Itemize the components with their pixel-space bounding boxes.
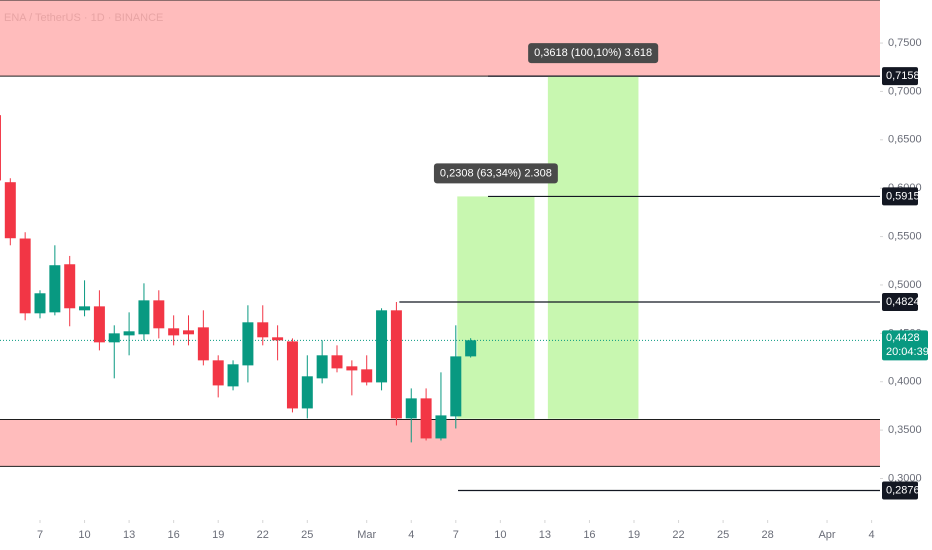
y-tick-label: 0,6500 — [888, 134, 922, 146]
candle-body — [420, 398, 432, 439]
candle-body — [390, 310, 402, 419]
candle-body — [79, 306, 91, 311]
level-label-bg — [882, 292, 918, 311]
candle-body — [212, 360, 224, 386]
candle-body — [49, 265, 61, 313]
current-label-bg — [882, 330, 928, 361]
target-box — [547, 76, 639, 419]
plot-area: ENA / TetherUS · 1D · BINANCE — [0, 0, 880, 492]
x-tick-label: 22 — [672, 529, 684, 541]
candle-body — [183, 330, 195, 335]
y-tick-label: 0,3000 — [888, 472, 922, 484]
candle-body — [153, 300, 165, 329]
x-tick-label: 4 — [869, 529, 875, 541]
x-tick-label: 13 — [539, 529, 551, 541]
box-label: 0,2308 (63,34%) 2.308 — [440, 167, 552, 179]
box-label: 0,3618 (100,10%) 3.618 — [534, 47, 652, 59]
overlay: 0,2308 (63,34%) 2.308 0,3618 (100,10%) 3.… — [37, 37, 929, 541]
x-tick-label: Apr — [818, 529, 835, 541]
candle-body — [257, 322, 269, 338]
target-box — [457, 196, 535, 419]
y-tick-label: 0,7500 — [888, 37, 922, 49]
x-tick-label: 16 — [168, 529, 180, 541]
level-label-bg — [882, 67, 918, 86]
x-tick-label: 4 — [408, 529, 414, 541]
x-tick-label: 10 — [78, 529, 90, 541]
box-label-bg — [433, 163, 558, 184]
candle-body — [123, 331, 135, 336]
candle-body — [0, 115, 1, 181]
candle-body — [301, 376, 313, 409]
y-tick-label: 0,3500 — [888, 424, 922, 436]
x-tick-label: Mar — [357, 529, 376, 541]
y-tick-label: 0,4000 — [888, 376, 922, 388]
candle-body — [108, 333, 120, 343]
candle-body — [93, 306, 105, 343]
candle-body — [19, 238, 31, 314]
box-label-bg — [528, 43, 659, 64]
candle-body — [361, 369, 373, 383]
candle-body — [316, 355, 328, 379]
x-tick-label: 7 — [37, 529, 43, 541]
candle-body — [450, 356, 462, 417]
x-tick-label: 16 — [583, 529, 595, 541]
level-label: 0,4824 — [886, 296, 920, 308]
candle-body — [168, 328, 180, 336]
candle-body — [197, 327, 209, 361]
candle-body — [272, 337, 284, 341]
candle-body — [286, 341, 298, 409]
x-tick-label: 25 — [301, 529, 313, 541]
chart-title: ENA / TetherUS · 1D · BINANCE — [4, 12, 163, 24]
level-label-bg — [882, 187, 918, 206]
y-tick-label: 0,5500 — [888, 230, 922, 242]
candle-body — [346, 366, 358, 371]
level-label-bg — [882, 481, 918, 500]
level-label: 0,7158 — [886, 70, 920, 82]
candle-body — [242, 322, 254, 366]
candle-body — [34, 293, 46, 314]
x-tick-label: 22 — [257, 529, 269, 541]
x-tick-label: 19 — [212, 529, 224, 541]
candle-body — [435, 415, 447, 439]
level-label: 0,2876 — [886, 484, 920, 496]
candle-body — [331, 355, 343, 369]
current-label: 0,4428 — [886, 332, 920, 344]
candle-body — [376, 310, 388, 383]
y-tick-label: 0,5000 — [888, 279, 922, 291]
candle-body — [138, 300, 150, 335]
x-tick-label: 7 — [453, 529, 459, 541]
x-tick-label: 19 — [628, 529, 640, 541]
x-tick-label: 25 — [717, 529, 729, 541]
zone — [0, 0, 880, 77]
candle-body — [64, 264, 76, 309]
candle-body — [465, 340, 477, 357]
x-tick-label: 13 — [123, 529, 135, 541]
candle-body — [4, 182, 16, 239]
y-tick-label: 0,7000 — [888, 85, 922, 97]
level-label: 0,5915 — [886, 190, 920, 202]
x-tick-label: 28 — [762, 529, 774, 541]
x-tick-label: 10 — [494, 529, 506, 541]
countdown-label: 20:04:39 — [886, 346, 929, 358]
candle-body — [405, 398, 417, 419]
candle-body — [227, 364, 239, 387]
